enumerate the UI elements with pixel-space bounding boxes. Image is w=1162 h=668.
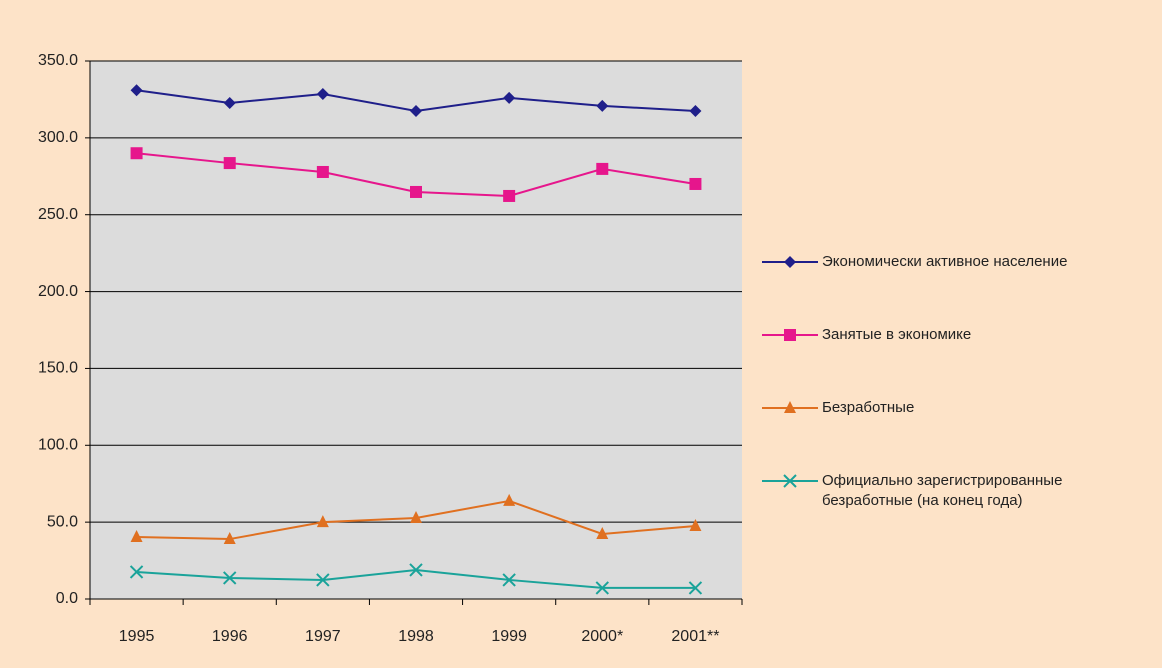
legend-label: Занятые в экономике (822, 326, 972, 343)
marker (223, 571, 237, 585)
marker (503, 91, 516, 104)
marker (316, 165, 329, 178)
marker (783, 474, 797, 488)
marker (595, 581, 609, 595)
marker (688, 581, 703, 595)
y-tick-label: 50.0 (47, 513, 78, 530)
x-tick-label: 1995 (119, 628, 155, 645)
legend-icon (762, 329, 818, 341)
y-tick-label: 200.0 (38, 283, 78, 300)
marker (784, 256, 796, 268)
marker (503, 189, 516, 202)
legend-icon (762, 256, 818, 268)
marker (409, 563, 423, 577)
legend-label: Экономически активное население (822, 253, 1068, 270)
x-tick-label: 1999 (491, 628, 527, 645)
legend-icon (762, 474, 818, 488)
marker (784, 329, 796, 341)
legend-label: Официально зарегистрированные безработны… (822, 472, 1063, 509)
marker (223, 157, 236, 170)
marker (596, 99, 609, 112)
x-tick-label: 1996 (212, 628, 248, 645)
marker (596, 526, 609, 539)
marker (223, 96, 236, 109)
marker (689, 104, 702, 117)
x-tick-label: 1998 (398, 628, 434, 645)
y-tick-label: 100.0 (38, 437, 78, 454)
legend: Экономически активное население Занятые в… (760, 252, 1122, 544)
marker (223, 532, 236, 545)
marker (130, 84, 143, 97)
x-tick-label: 2000* (581, 628, 623, 645)
marker (503, 493, 516, 506)
plot-area (90, 61, 742, 599)
legend-item: Занятые в экономике (760, 325, 1122, 398)
marker (410, 104, 422, 117)
marker (316, 573, 330, 587)
y-tick-label: 350.0 (38, 52, 78, 69)
y-tick-label: 150.0 (38, 360, 78, 377)
legend-label: Безработные (822, 399, 915, 416)
legend-item: Официально зарегистрированные безработны… (760, 471, 1122, 544)
marker (130, 530, 143, 543)
marker (689, 177, 702, 190)
legend-icon (762, 401, 818, 413)
marker (502, 573, 516, 587)
marker (316, 88, 329, 101)
marker (129, 565, 144, 579)
marker (689, 518, 702, 531)
y-tick-label: 250.0 (38, 206, 78, 223)
marker (784, 401, 796, 413)
marker (410, 510, 422, 523)
marker (596, 162, 609, 175)
marker (130, 147, 143, 160)
x-tick-label: 1997 (305, 628, 341, 645)
legend-item: Экономически активное население (760, 252, 1122, 325)
y-tick-label: 0.0 (56, 590, 78, 607)
marker (410, 185, 422, 198)
y-tick-label: 300.0 (38, 129, 78, 146)
x-tick-label: 2001** (671, 628, 719, 645)
marker (316, 515, 329, 528)
legend-item: Безработные (760, 398, 1122, 471)
